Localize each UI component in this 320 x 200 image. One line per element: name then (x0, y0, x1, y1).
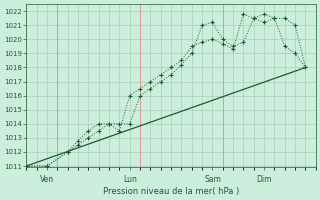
X-axis label: Pression niveau de la mer( hPa ): Pression niveau de la mer( hPa ) (103, 187, 239, 196)
